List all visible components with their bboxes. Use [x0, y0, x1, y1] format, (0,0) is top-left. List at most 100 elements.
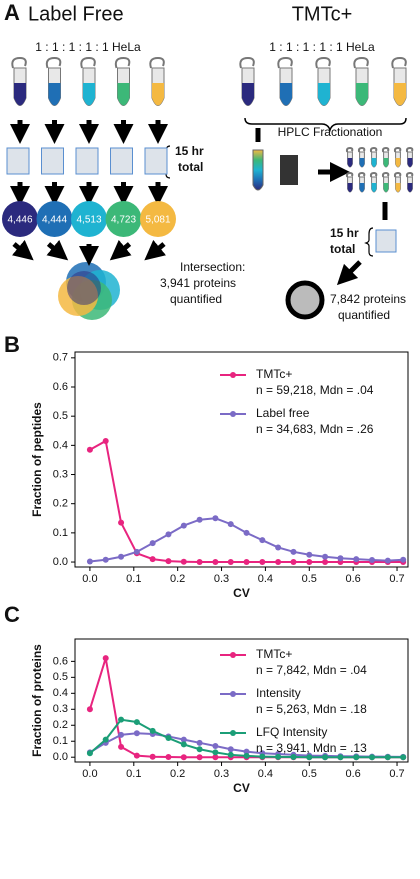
- x-tick-label: 0.0: [82, 768, 97, 780]
- data-point: [165, 754, 172, 761]
- time: 15 hr: [175, 144, 204, 158]
- series-line: [89, 439, 404, 564]
- data-point: [133, 752, 140, 759]
- ratio: 1 : 1 : 1 : 1 : 1 HeLa: [269, 40, 375, 54]
- tube-cap: [80, 56, 96, 69]
- legend-label: Label free: [256, 406, 310, 420]
- x-tick-label: 0.2: [170, 573, 185, 585]
- tube-fill: [359, 158, 365, 167]
- legend-note: n = 3,941, Mdn = .13: [256, 741, 367, 755]
- legend-marker: [230, 372, 236, 378]
- arrow: [109, 239, 132, 261]
- tube-cap: [405, 146, 414, 153]
- data-point: [165, 558, 172, 565]
- bracket: [364, 227, 374, 257]
- count: 4,513: [76, 215, 101, 226]
- tube-fill: [280, 83, 292, 106]
- count-circle: [71, 201, 107, 237]
- tube-fill: [407, 158, 413, 167]
- data-point: [227, 559, 234, 566]
- data-point: [243, 559, 250, 566]
- data-point: [102, 736, 109, 743]
- y-tick-label: 0.0: [53, 751, 68, 763]
- tube-cap: [391, 56, 407, 69]
- tube-cap: [381, 146, 390, 153]
- data-point: [133, 730, 140, 737]
- time: total: [330, 242, 355, 256]
- venn: [67, 271, 101, 305]
- data-point: [196, 739, 203, 746]
- result: 3,941 proteins: [160, 276, 236, 290]
- y-tick-label: 0.6: [53, 655, 68, 667]
- arrow: [336, 260, 362, 286]
- arrow: [46, 239, 69, 261]
- x-tick-label: 0.6: [346, 573, 361, 585]
- data-point: [322, 553, 329, 560]
- tube-fill: [395, 183, 401, 192]
- panel-a: A Label Free TMTc+ 1 : 1 : 1 : 1 : 1 HeL…: [2, 0, 414, 322]
- tube-fill: [117, 83, 130, 106]
- data-point: [102, 437, 109, 444]
- legend-marker: [230, 411, 236, 417]
- data-point: [180, 736, 187, 743]
- data-point: [290, 754, 297, 761]
- data-point: [196, 754, 203, 761]
- tube-cap: [369, 146, 378, 153]
- x-tick-label: 0.6: [346, 768, 361, 780]
- count-circle: [105, 201, 142, 237]
- data-point: [306, 559, 313, 566]
- tube-cap: [149, 56, 165, 69]
- data-point: [369, 754, 376, 761]
- data-point: [212, 749, 219, 756]
- data-point: [322, 559, 329, 566]
- y-axis-label: Fraction of peptides: [30, 402, 44, 517]
- x-axis-label: CV: [233, 586, 250, 600]
- arrow: [255, 128, 388, 220]
- tube-fill: [242, 83, 254, 106]
- x-tick-label: 0.5: [302, 768, 317, 780]
- data-point: [212, 743, 219, 750]
- x-tick-label: 0.2: [170, 768, 185, 780]
- data-point: [400, 556, 407, 563]
- tube-cap: [393, 171, 402, 178]
- tube-fill: [359, 183, 365, 192]
- x-tick-label: 0.7: [389, 573, 404, 585]
- legend-label: TMTc+: [256, 367, 292, 381]
- x-tick-label: 0.1: [126, 573, 141, 585]
- data-point: [86, 706, 93, 713]
- data-point: [133, 548, 140, 555]
- tube-cap: [277, 56, 293, 69]
- count-circle: [2, 201, 38, 237]
- tube-fill: [152, 83, 164, 106]
- tube: [252, 149, 264, 191]
- legend-marker: [230, 652, 236, 658]
- data-point: [384, 557, 391, 564]
- x-tick-label: 0.3: [214, 573, 229, 585]
- count: 5,081: [145, 215, 170, 226]
- data-point: [86, 446, 93, 453]
- x-tick-label: 0.4: [258, 768, 273, 780]
- data-point: [353, 754, 360, 761]
- result: 7,842 proteins: [330, 292, 406, 306]
- count-circle: [36, 201, 73, 237]
- arrow: [11, 239, 34, 261]
- data-point: [118, 519, 125, 526]
- tube-fill: [394, 83, 406, 106]
- tube-fill: [83, 83, 95, 106]
- instrument: [144, 147, 168, 175]
- data-point: [149, 556, 156, 563]
- data-point: [180, 754, 187, 761]
- tube-cap: [45, 56, 62, 69]
- data-point: [149, 753, 156, 760]
- group-title: Label Free: [28, 3, 124, 25]
- result: Intersection:: [180, 260, 245, 274]
- tube-cap: [345, 171, 354, 178]
- data-point: [212, 559, 219, 566]
- result-circle: [285, 280, 325, 320]
- y-tick-label: 0.7: [53, 352, 68, 364]
- data-point: [275, 544, 282, 551]
- y-tick-label: 0.1: [53, 527, 68, 539]
- tube-cap: [393, 146, 402, 153]
- data-point: [353, 556, 360, 563]
- data-point: [337, 555, 344, 562]
